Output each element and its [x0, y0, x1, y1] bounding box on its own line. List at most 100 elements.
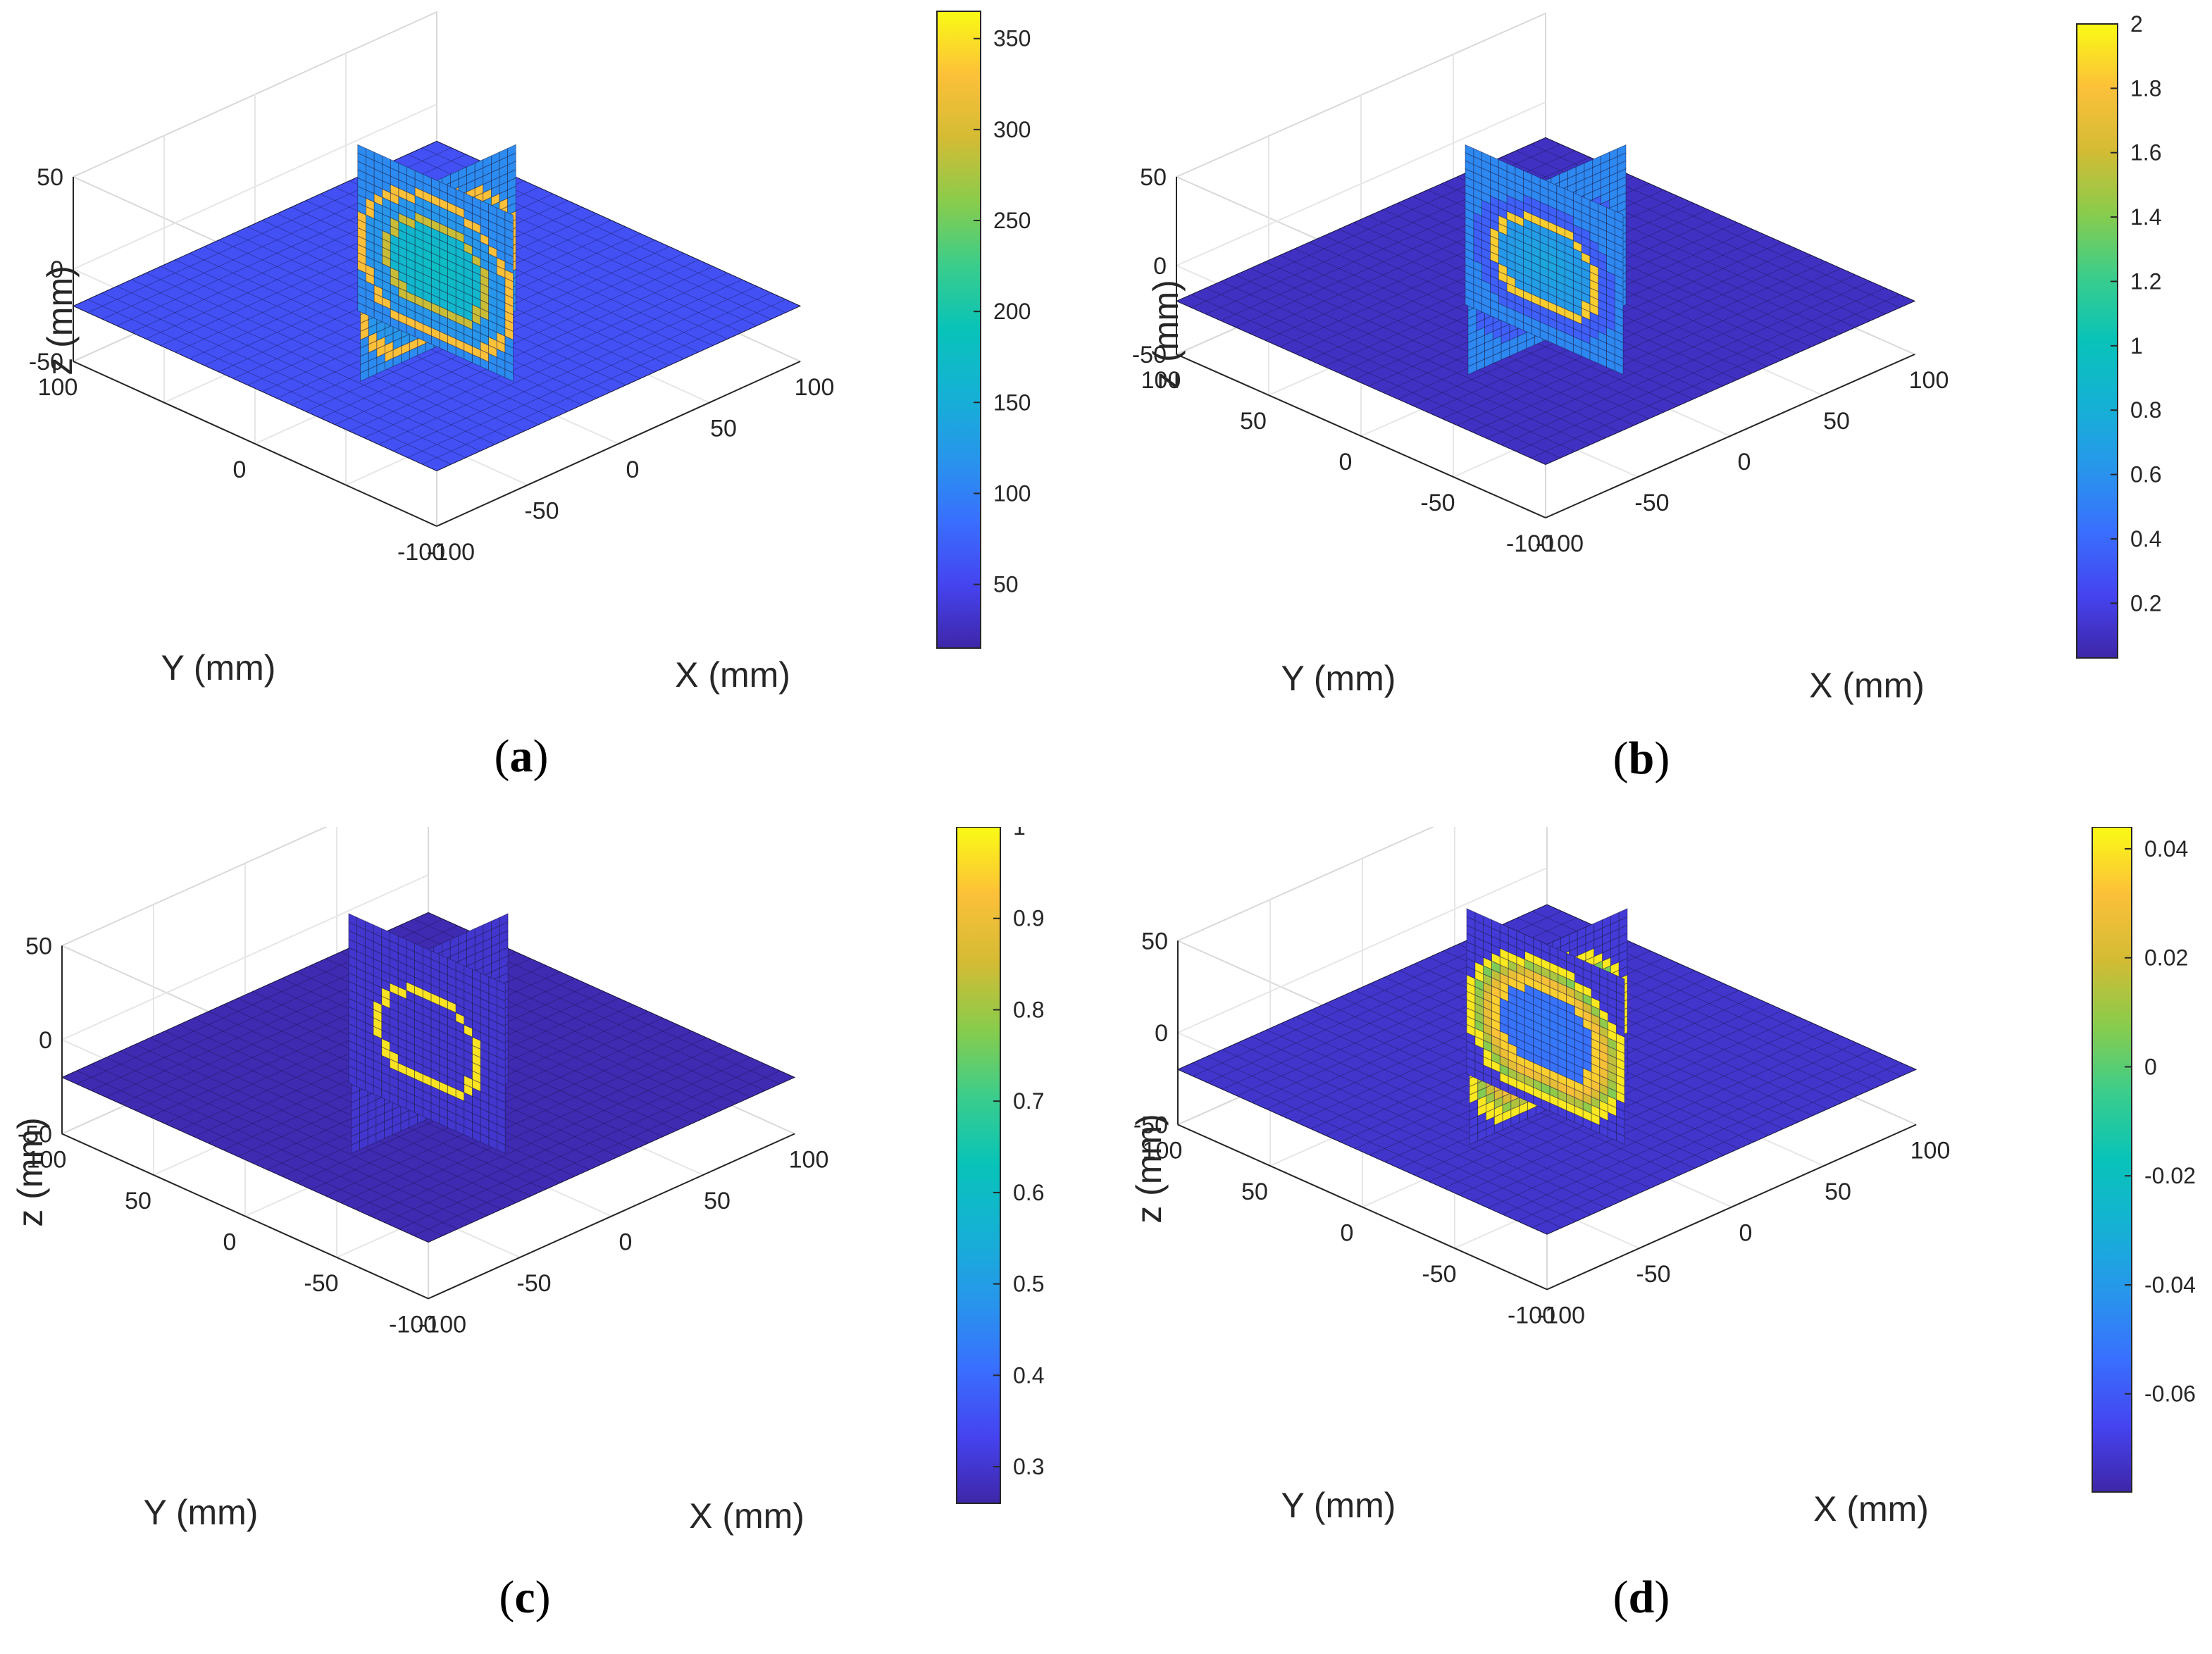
slice-yz [1465, 144, 1624, 375]
y-axis-line [1177, 1124, 1548, 1291]
grid-line [61, 874, 429, 1040]
colorbar-gradient [956, 827, 1001, 1504]
x-tick-label: 0 [626, 456, 640, 483]
slice-cell [1191, 294, 1561, 459]
panel-b: -100 -50 0 50 100 -100 -50 0 50 100 -50 0 50 X (mm) Y … [1106, 0, 2212, 827]
z-axis-label: z (mm) [1146, 280, 1186, 390]
y-tick-label: -50 [1422, 1261, 1456, 1288]
slice-cell [1235, 274, 1605, 439]
z-tick-label: 50 [1140, 164, 1167, 191]
colorbar-tick-label: 1.4 [2130, 204, 2161, 230]
slice-cell [1192, 1062, 1562, 1229]
z-tick-label: 50 [25, 933, 52, 960]
x-tick-label: -50 [1636, 1261, 1670, 1288]
colorbar-gradient [2092, 827, 2132, 1493]
y-tick-label: 50 [125, 1188, 151, 1214]
x-tick-label: 50 [1823, 408, 1850, 435]
slice-cell [146, 273, 510, 438]
x-tick-label: -50 [516, 1270, 551, 1297]
slice-cell [325, 1031, 692, 1197]
slice-cell [73, 306, 437, 471]
colorbar: -0.06 -0.04 -0.02 0 0.02 0.04 [2092, 827, 2196, 1493]
y-tick-label: -100 [1506, 530, 1554, 557]
colorbar: 0.3 0.4 0.5 0.6 0.7 0.8 0.9 1 [956, 827, 1044, 1504]
y-tick-label: 0 [1341, 1220, 1354, 1247]
x-tick-label: 0 [1739, 1220, 1753, 1247]
colorbar-tick-label: 1.2 [2130, 268, 2161, 294]
y-tick-label: 0 [223, 1229, 237, 1256]
slice-cell [348, 913, 358, 926]
x-tick-label: -100 [1537, 1302, 1585, 1329]
colorbar-tick-label: 2 [2130, 11, 2143, 37]
slice-cell [135, 1044, 502, 1210]
colorbar-tick-label: 0.02 [2144, 945, 2188, 971]
panel-caption: (a) [495, 730, 549, 782]
z-tick-label: -50 [29, 349, 63, 375]
colorbar-tick-label: -0.06 [2144, 1381, 2196, 1407]
grid-line [1176, 101, 1546, 266]
colorbar-tick-label: 50 [993, 572, 1019, 597]
slice-cell [1443, 1023, 1813, 1188]
slice-cell [507, 144, 516, 158]
slice-cell [1617, 144, 1627, 157]
x-axis-line [1546, 1124, 1917, 1291]
slice-cell [1473, 1036, 1843, 1202]
x-axis-line [428, 1133, 795, 1300]
z-tick-label: 0 [1153, 253, 1167, 280]
colorbar-tick-label: 0.3 [1013, 1454, 1044, 1479]
x-axis-label: X (mm) [1809, 666, 1925, 705]
slice-cell [1251, 1036, 1621, 1202]
slice-cell [1207, 1056, 1577, 1221]
slice-cell [149, 1037, 516, 1203]
slice-cell [1265, 261, 1634, 426]
y-axis-label: Y (mm) [161, 648, 276, 688]
slice-cell [392, 286, 757, 452]
slice-cell [414, 1070, 781, 1236]
panel-caption: (d) [1613, 1572, 1670, 1623]
x-tick-label: 0 [619, 1229, 633, 1256]
slice-cell [164, 1031, 531, 1197]
slice-cell [1205, 287, 1576, 452]
slice-cell [1465, 144, 1474, 157]
y-axis-label: Y (mm) [144, 1493, 259, 1532]
slice-cell [1546, 1069, 1917, 1235]
slice-yz [1466, 908, 1625, 1145]
slice-cell [116, 286, 481, 452]
slice-cell [1531, 1062, 1902, 1229]
z-tick-label: 50 [1141, 928, 1168, 955]
slice-cell [1530, 294, 1901, 459]
colorbar-tick-label: 200 [993, 299, 1031, 324]
y-axis-line [1176, 354, 1546, 518]
x-axis-line [436, 361, 801, 527]
y-tick-label: 100 [27, 1147, 67, 1174]
slice-cell [1176, 301, 1546, 465]
slice-cell [1250, 268, 1620, 433]
y-axis-line [73, 361, 437, 527]
slice-cell [428, 1077, 795, 1243]
slice-cell [1545, 301, 1915, 465]
x-tick-label: -50 [524, 498, 559, 525]
slice-cell [1279, 255, 1649, 419]
colorbar: 50 100 150 200 250 300 350 [936, 11, 1031, 649]
slice-cell [120, 1050, 487, 1217]
slice-cell [76, 1070, 443, 1236]
colorbar-tick-label: 1.8 [2130, 75, 2161, 101]
z-tick-label: -50 [1132, 342, 1167, 368]
slice-cell [91, 1064, 458, 1229]
y-tick-label: -100 [389, 1312, 437, 1338]
colorbar-tick-label: -0.02 [2144, 1163, 2196, 1188]
y-tick-label: -50 [1420, 490, 1455, 516]
x-tick-label: 100 [795, 374, 835, 401]
slice-cell [340, 1037, 707, 1203]
slice-cell [1466, 908, 1476, 921]
colorbar-tick-label: 0.2 [2130, 590, 2161, 616]
y-tick-label: -100 [397, 539, 445, 566]
panel-caption: (b) [1613, 733, 1670, 784]
y-tick-label: 100 [38, 374, 78, 401]
slice-cell [1220, 281, 1591, 445]
